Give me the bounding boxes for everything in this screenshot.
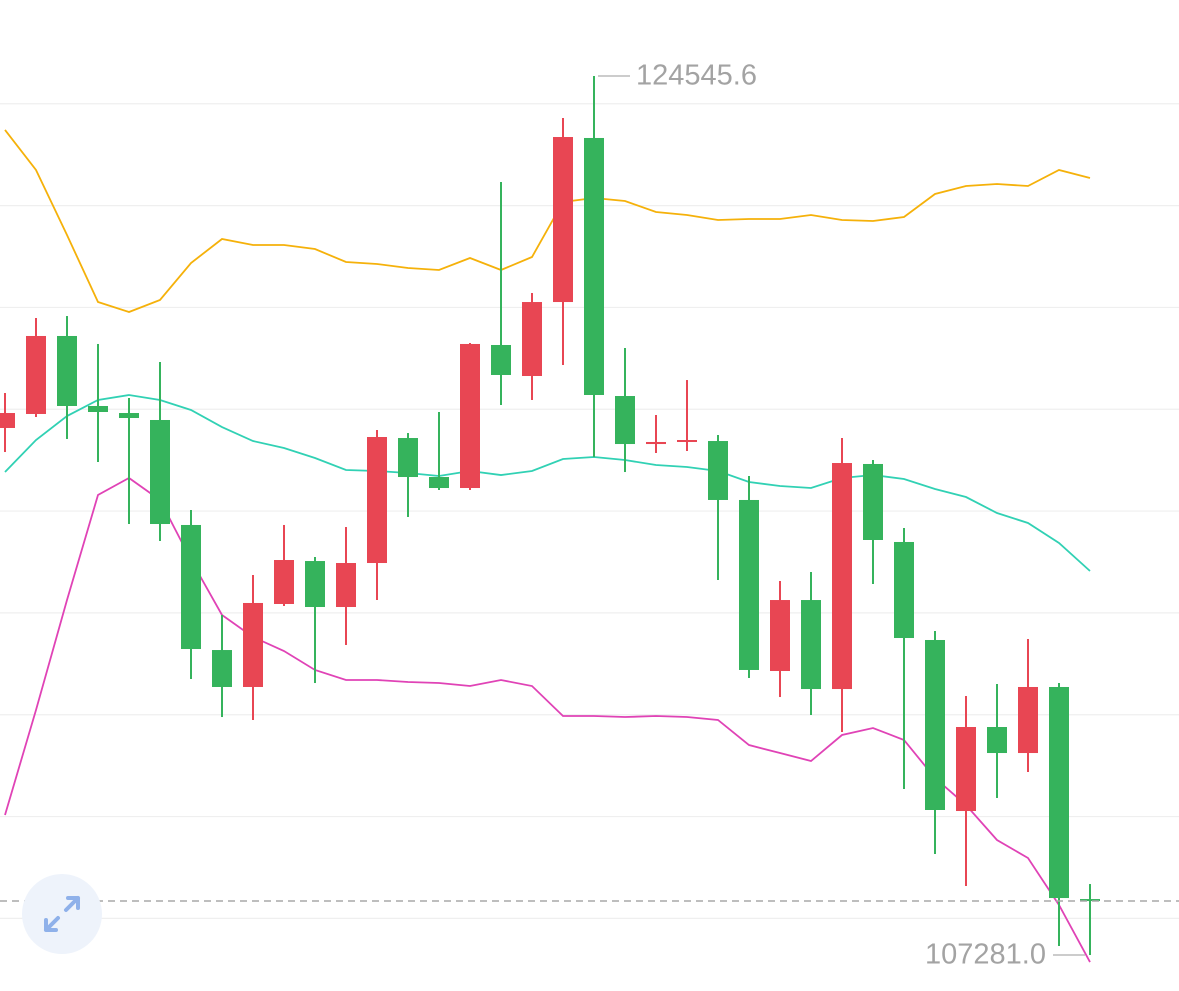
candle-body bbox=[584, 137, 604, 395]
candle-body bbox=[243, 602, 263, 687]
candle-body bbox=[181, 524, 201, 650]
candle-body bbox=[274, 560, 294, 604]
candle-body bbox=[708, 441, 728, 500]
expand-icon bbox=[44, 896, 80, 932]
bands bbox=[4, 129, 1091, 963]
candle-body bbox=[57, 335, 77, 406]
candle-body bbox=[26, 335, 46, 414]
candle-body bbox=[212, 650, 232, 687]
candle-body bbox=[460, 343, 480, 489]
candle-body bbox=[801, 600, 821, 690]
candle-body bbox=[429, 477, 449, 489]
min-label: 107281.0 bbox=[925, 939, 1046, 971]
candle-body bbox=[677, 440, 697, 443]
candle-body bbox=[987, 727, 1007, 754]
candle-body bbox=[119, 413, 139, 419]
candle-body bbox=[1080, 899, 1100, 902]
candle-body bbox=[336, 563, 356, 608]
candles bbox=[0, 75, 1100, 956]
candle-body bbox=[1049, 686, 1069, 899]
labels: 124545.6 107281.0 bbox=[0, 60, 1179, 971]
candle-body bbox=[832, 463, 852, 690]
candle-body bbox=[305, 561, 325, 608]
candle-body bbox=[863, 463, 883, 540]
candle-body bbox=[398, 438, 418, 478]
candle-body bbox=[491, 344, 511, 375]
candle-body bbox=[0, 413, 15, 428]
candle-body bbox=[150, 419, 170, 525]
max-label: 124545.6 bbox=[636, 60, 757, 92]
band-line bbox=[4, 129, 1091, 313]
candle-body bbox=[739, 499, 759, 670]
band-line bbox=[4, 394, 1091, 572]
expand-button[interactable] bbox=[22, 874, 102, 954]
candle-body bbox=[553, 137, 573, 303]
candle-body bbox=[925, 639, 945, 810]
candle-body bbox=[894, 541, 914, 639]
candle-body bbox=[956, 727, 976, 812]
candle-body bbox=[770, 600, 790, 672]
candle-body bbox=[522, 302, 542, 377]
candle-body bbox=[1018, 686, 1038, 754]
candle-body bbox=[615, 396, 635, 445]
button-background[interactable] bbox=[22, 874, 102, 954]
candle-body bbox=[88, 405, 108, 413]
candle-body bbox=[367, 436, 387, 564]
candle-body bbox=[646, 441, 666, 445]
